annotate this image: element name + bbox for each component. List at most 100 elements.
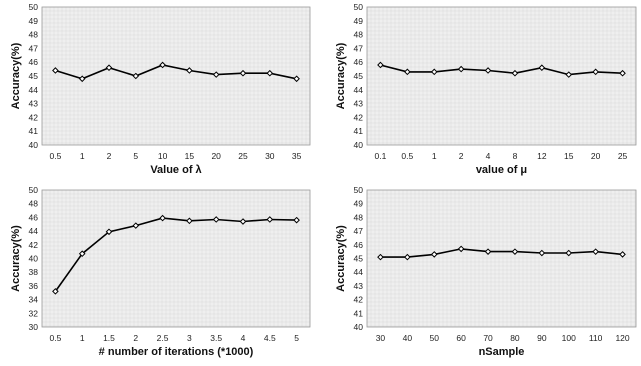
y-tick-label: 44 (29, 85, 39, 95)
series-line (380, 64, 623, 76)
y-tick-label: 43 (29, 99, 39, 109)
x-tick-label: 15 (564, 151, 574, 161)
plot-area (367, 7, 636, 145)
data-point (592, 248, 599, 255)
y-tick-label: 32 (29, 308, 39, 318)
data-point (105, 228, 113, 236)
plot-border (41, 189, 311, 328)
y-tick-label: 40 (354, 322, 364, 332)
plot-border (366, 189, 637, 328)
data-point (457, 65, 465, 73)
data-point (266, 69, 274, 77)
y-tick-label: 34 (29, 295, 39, 305)
y-tick-label: 42 (354, 295, 364, 305)
x-tick-label: 0.5 (401, 151, 413, 161)
x-tick-label: 5 (133, 151, 138, 161)
x-axis-label: value of μ (476, 164, 527, 176)
x-tick-label: 1 (432, 151, 437, 161)
y-tick-label: 44 (29, 226, 39, 236)
y-tick-label: 46 (29, 57, 39, 67)
series-line (55, 64, 297, 80)
y-tick-label: 42 (29, 240, 39, 250)
data-point (565, 249, 573, 257)
data-point (159, 214, 166, 222)
y-tick-label: 40 (354, 140, 364, 150)
data-point (457, 245, 465, 253)
y-tick-label: 49 (354, 16, 364, 26)
x-tick-label: 90 (537, 333, 547, 343)
y-tick-label: 50 (29, 2, 39, 12)
data-point (511, 248, 519, 255)
grid (42, 190, 310, 327)
x-tick-label: 3 (187, 333, 192, 343)
y-tick-label: 36 (29, 281, 39, 291)
y-tick-label: 44 (354, 267, 364, 277)
data-point (430, 68, 438, 76)
data-point (239, 69, 247, 77)
data-point (619, 251, 626, 258)
data-point (404, 68, 411, 76)
x-tick-label: 1 (80, 333, 85, 343)
y-tick-label: 45 (29, 71, 39, 81)
plot-border (41, 6, 311, 146)
x-tick-label: 120 (615, 333, 629, 343)
y-tick-label: 48 (29, 30, 39, 40)
x-tick-label: 15 (185, 151, 195, 161)
plot-area (42, 190, 310, 327)
data-point (239, 218, 247, 225)
data-point (78, 250, 86, 258)
chart-3: 30 32 34 36 38 40 42 44 46 48 50 0.5 1 1.5 2 2.5 3 3.5 4 4.… (10, 185, 311, 358)
x-tick-label: 50 (430, 333, 440, 343)
y-tick-label: 40 (29, 254, 39, 264)
y-tick-label: 48 (354, 212, 364, 222)
x-tick-label: 2 (107, 151, 112, 161)
x-tick-label: 30 (265, 151, 275, 161)
x-tick-label: 2 (133, 333, 138, 343)
x-tick-label: 20 (211, 151, 221, 161)
data-point (159, 61, 166, 69)
data-point (592, 68, 599, 76)
x-axis-label: nSample (479, 346, 525, 358)
x-tick-label: 25 (238, 151, 248, 161)
data-point (132, 222, 140, 229)
plot-area (42, 7, 310, 145)
y-tick-label: 40 (29, 140, 39, 150)
data-point (538, 249, 546, 257)
data-point (430, 251, 438, 258)
data-point (212, 216, 220, 223)
data-point (511, 69, 519, 77)
data-point (52, 67, 59, 74)
y-tick-label: 43 (354, 281, 364, 291)
x-tick-label: 0.1 (375, 151, 387, 161)
x-tick-label: 25 (618, 151, 628, 161)
x-tick-label: 10 (158, 151, 168, 161)
y-tick-label: 47 (354, 43, 364, 53)
x-tick-label: 4 (241, 333, 246, 343)
y-tick-label: 46 (354, 57, 364, 67)
y-tick-label: 41 (354, 308, 364, 318)
data-point (619, 69, 626, 77)
x-tick-label: 5 (294, 333, 299, 343)
x-tick-label: 12 (537, 151, 547, 161)
y-tick-label: 50 (29, 185, 39, 195)
y-tick-label: 49 (29, 16, 39, 26)
x-tick-label: 35 (292, 151, 302, 161)
x-tick-label: 4 (486, 151, 491, 161)
y-tick-label: 44 (354, 85, 364, 95)
y-tick-label: 50 (354, 2, 364, 12)
data-point (186, 67, 193, 74)
x-tick-label: 0.5 (49, 333, 61, 343)
y-tick-label: 47 (29, 43, 39, 53)
grid (367, 190, 636, 327)
series-line (380, 248, 623, 258)
x-tick-label: 3.5 (210, 333, 222, 343)
y-tick-label: 42 (29, 112, 39, 122)
y-tick-label: 38 (29, 267, 39, 277)
x-tick-label: 40 (403, 333, 413, 343)
data-point (293, 216, 300, 224)
plot-border (366, 6, 637, 146)
data-point (404, 253, 411, 261)
